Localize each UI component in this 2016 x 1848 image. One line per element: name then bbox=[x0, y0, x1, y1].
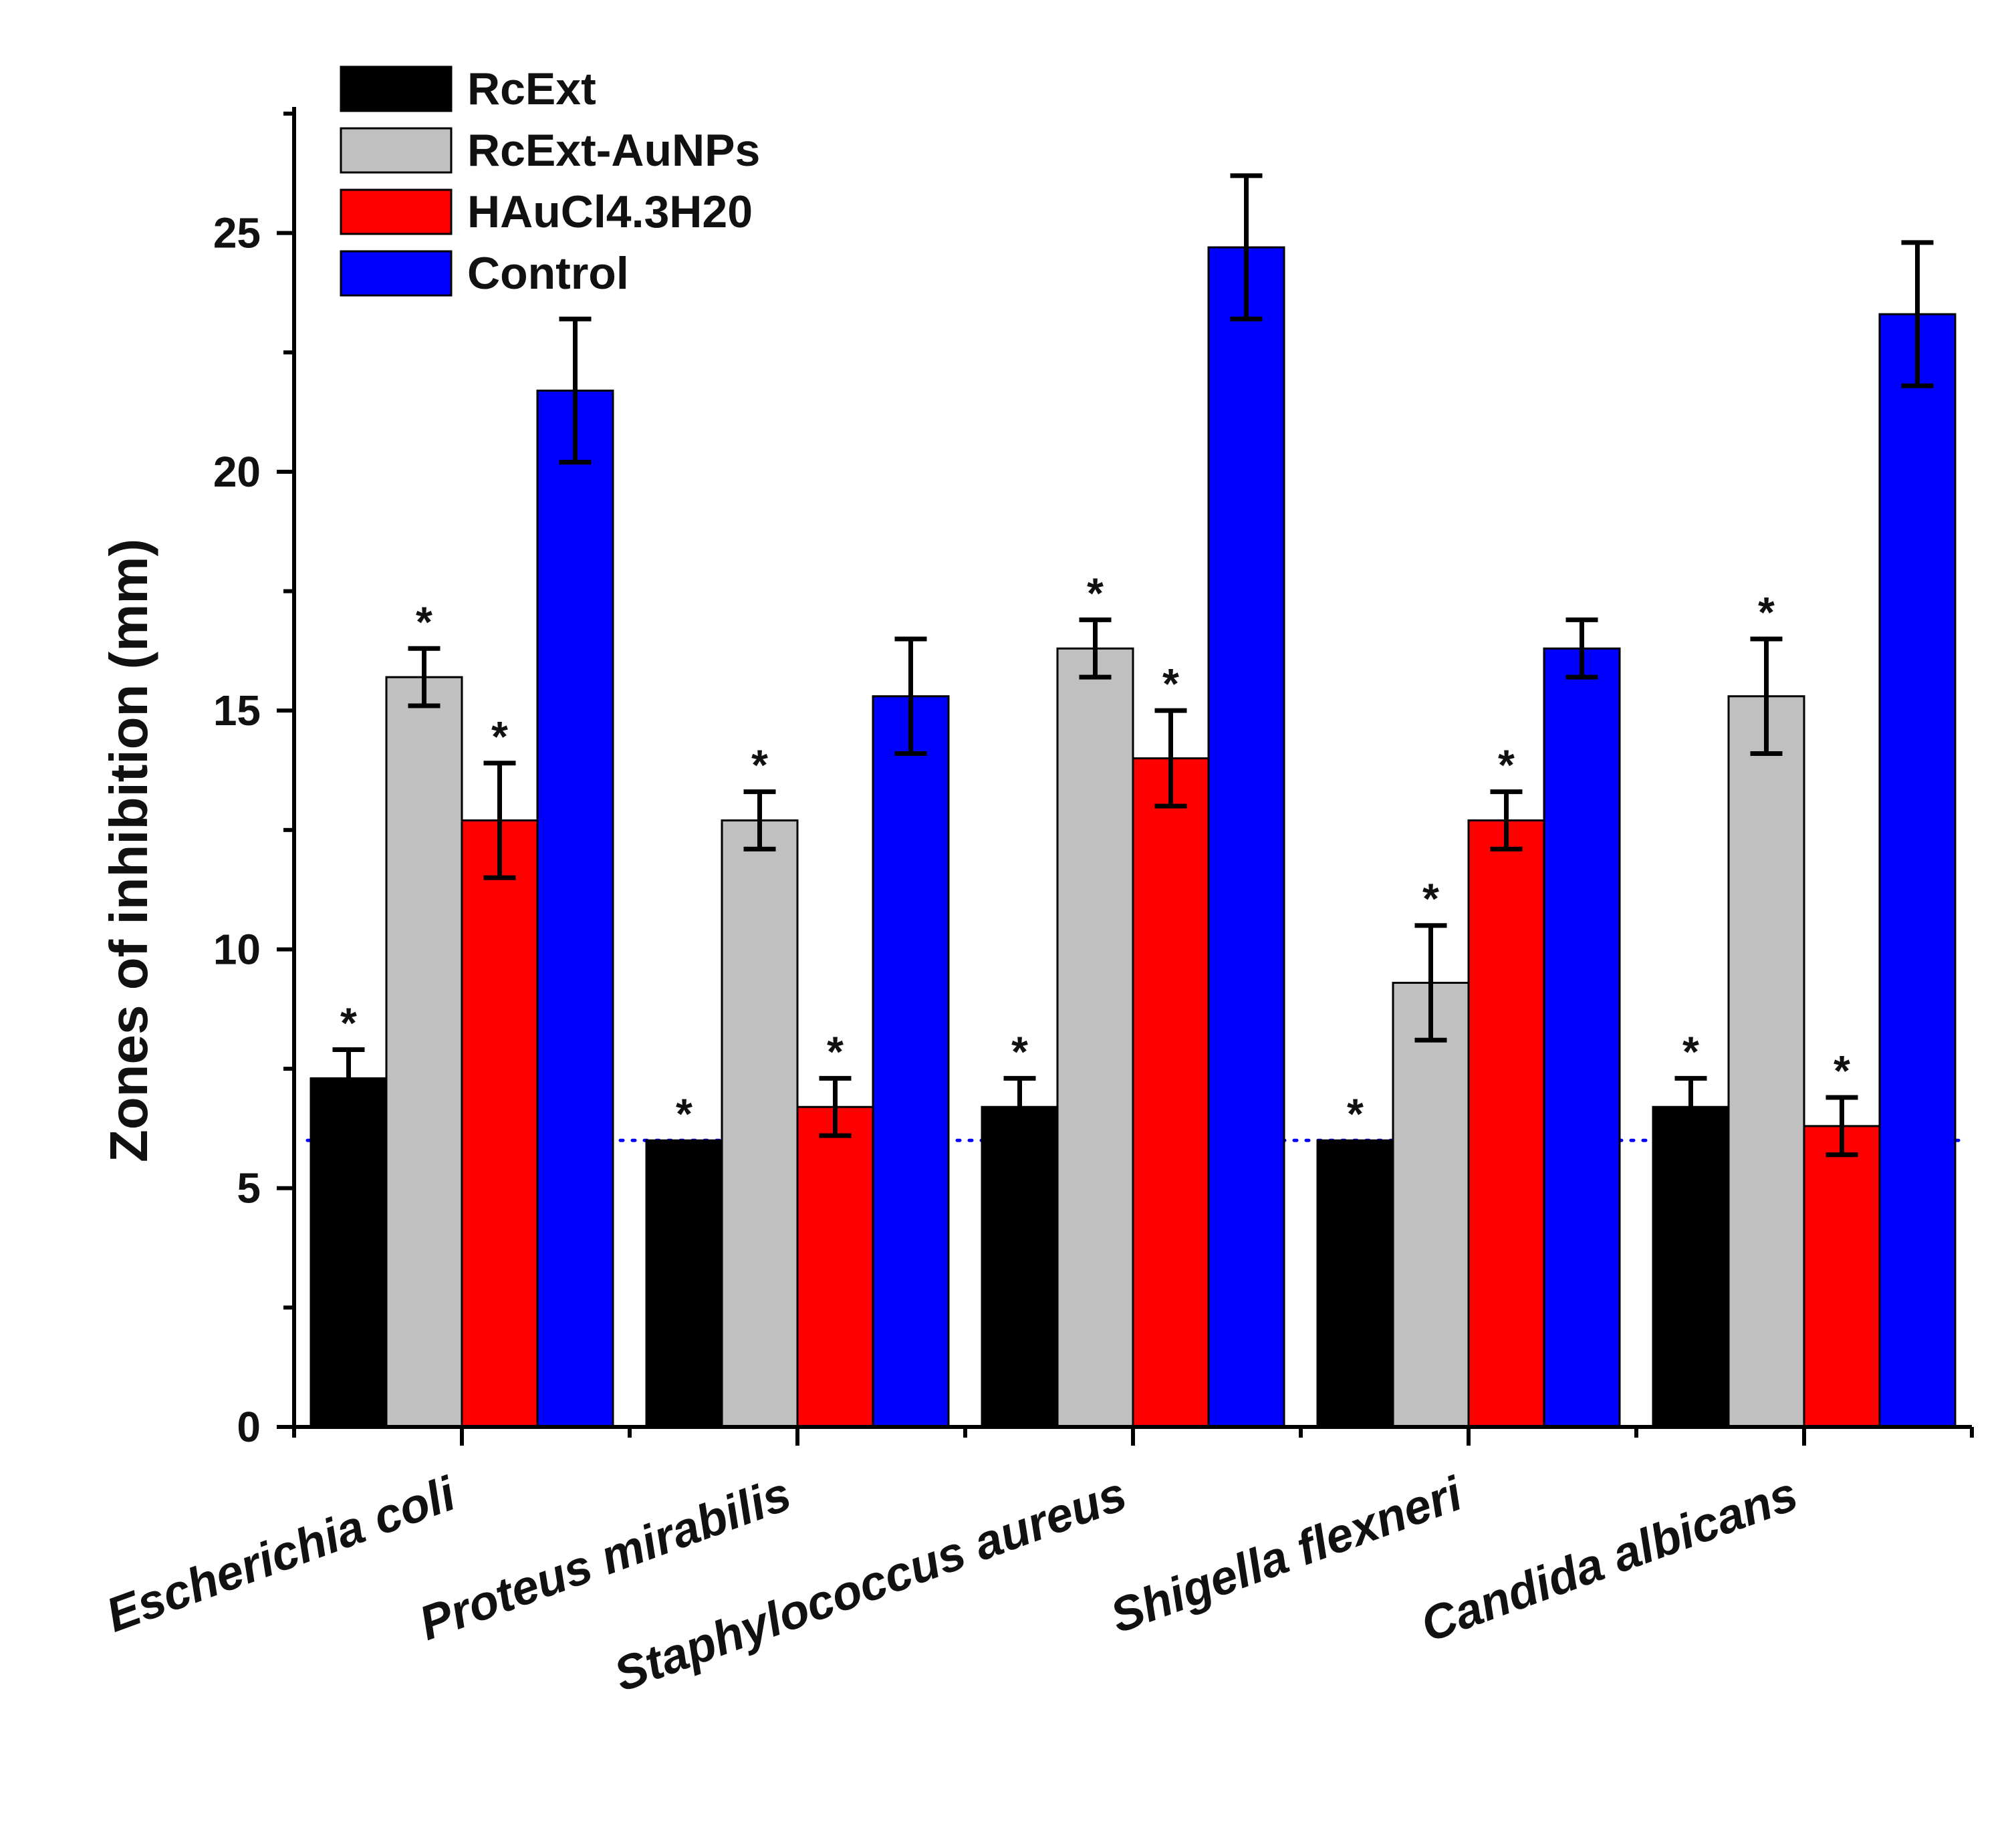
bar-control-shigella-flexneri bbox=[1543, 647, 1621, 1428]
significance-star-rcext-proteus-mirabilis: * bbox=[676, 1089, 692, 1138]
legend-label-rcext: RcExt bbox=[467, 63, 596, 114]
x-tick-label-shigella-flexneri: Shigella flexneri bbox=[1104, 1466, 1470, 1643]
significance-star-rcext-aunps-candida-albicans: * bbox=[1758, 588, 1775, 636]
legend-swatch-haucl4-3h20 bbox=[340, 188, 453, 235]
legend-label-control: Control bbox=[467, 248, 629, 299]
significance-star-haucl4-3h20-candida-albicans: * bbox=[1834, 1047, 1850, 1095]
significance-star-haucl4-3h20-proteus-mirabilis: * bbox=[827, 1027, 844, 1075]
bar-rcext-shigella-flexneri bbox=[1316, 1139, 1394, 1428]
bar-rcext-aunps-proteus-mirabilis bbox=[721, 819, 799, 1428]
error-bars-layer bbox=[332, 173, 1934, 1158]
significance-star-rcext-shigella-flexneri: * bbox=[1347, 1089, 1364, 1138]
y-tick-label-0: 0 bbox=[237, 1403, 261, 1451]
significance-star-rcext-staphylococcus-aureus: * bbox=[1011, 1027, 1028, 1075]
significance-star-rcext-escherichia-coli: * bbox=[340, 999, 357, 1047]
bar-haucl4-3h20-escherichia-coli bbox=[461, 819, 539, 1428]
bar-haucl4-3h20-proteus-mirabilis bbox=[796, 1105, 874, 1428]
significance-star-haucl4-3h20-shigella-flexneri: * bbox=[1498, 741, 1515, 789]
legend-swatch-control bbox=[340, 250, 453, 297]
significance-star-rcext-candida-albicans: * bbox=[1682, 1027, 1699, 1075]
significance-star-rcext-aunps-shigella-flexneri: * bbox=[1422, 875, 1439, 923]
significance-star-rcext-aunps-proteus-mirabilis: * bbox=[751, 741, 768, 789]
y-tick-label-20: 20 bbox=[213, 448, 261, 496]
bar-control-escherichia-coli bbox=[536, 389, 614, 1428]
bar-haucl4-3h20-staphylococcus-aureus bbox=[1132, 757, 1210, 1428]
significance-star-rcext-aunps-staphylococcus-aureus: * bbox=[1087, 569, 1104, 617]
y-axis-label: Zones of inhibition (mm) bbox=[99, 539, 158, 1162]
bar-haucl4-3h20-candida-albicans bbox=[1803, 1125, 1881, 1428]
bar-rcext-proteus-mirabilis bbox=[645, 1139, 723, 1428]
bar-control-proteus-mirabilis bbox=[872, 695, 950, 1428]
y-tick-label-15: 15 bbox=[213, 686, 261, 735]
legend-swatch-rcext bbox=[340, 65, 453, 112]
bar-rcext-staphylococcus-aureus bbox=[981, 1105, 1059, 1428]
bar-rcext-candida-albicans bbox=[1652, 1105, 1730, 1428]
bar-control-staphylococcus-aureus bbox=[1207, 246, 1285, 1428]
legend-label-rcext-aunps: RcExt-AuNPs bbox=[467, 125, 760, 176]
significance-star-haucl4-3h20-escherichia-coli: * bbox=[491, 712, 508, 761]
bar-control-candida-albicans bbox=[1878, 313, 1957, 1428]
bars-layer bbox=[309, 246, 1957, 1428]
y-tick-label-25: 25 bbox=[213, 209, 261, 257]
bar-rcext-escherichia-coli bbox=[309, 1077, 388, 1428]
significance-star-rcext-aunps-escherichia-coli: * bbox=[416, 598, 432, 646]
legend-swatch-rcext-aunps bbox=[340, 127, 453, 174]
legend-label-haucl4-3h20: HAuCl4.3H20 bbox=[467, 186, 753, 237]
y-tick-label-10: 10 bbox=[213, 925, 261, 973]
bar-haucl4-3h20-shigella-flexneri bbox=[1467, 819, 1545, 1428]
legend: RcExt RcExt-AuNPs HAuCl4.3H20 Control bbox=[340, 63, 760, 299]
x-tick-label-candida-albicans: Candida albicans bbox=[1414, 1467, 1805, 1653]
bar-rcext-aunps-shigella-flexneri bbox=[1392, 981, 1470, 1428]
significance-star-haucl4-3h20-staphylococcus-aureus: * bbox=[1162, 660, 1179, 708]
x-tick-label-escherichia-coli: Escherichia coli bbox=[100, 1466, 463, 1642]
y-tick-label-5: 5 bbox=[237, 1164, 261, 1212]
significance-markers-layer: * * * * * * * * * * * * * * * bbox=[340, 569, 1850, 1138]
bar-rcext-aunps-candida-albicans bbox=[1727, 695, 1805, 1428]
bar-rcext-aunps-staphylococcus-aureus bbox=[1056, 647, 1134, 1428]
bar-rcext-aunps-escherichia-coli bbox=[385, 676, 463, 1428]
